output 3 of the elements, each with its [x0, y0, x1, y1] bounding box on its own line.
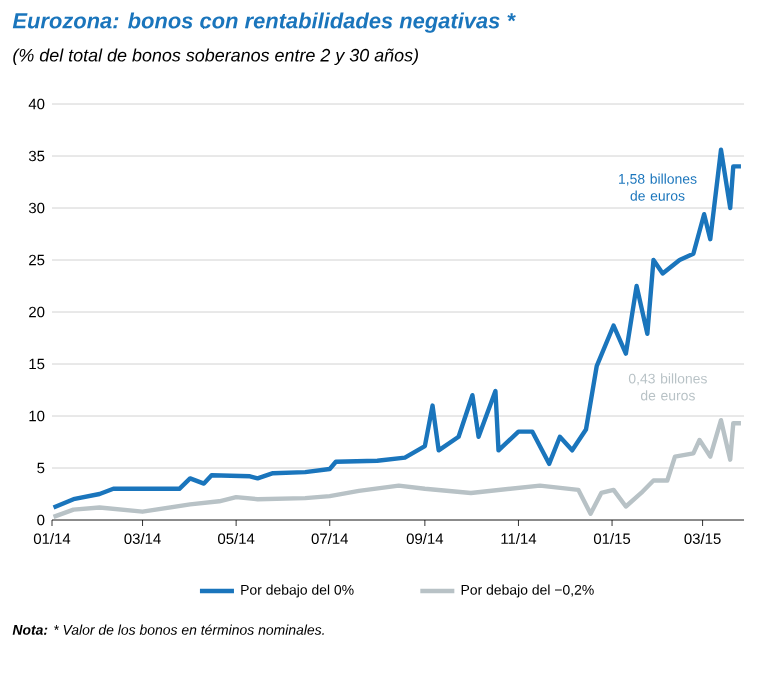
chart-subtitle: (% del total de bonos soberanos entre 2 y 30 años): [13, 48, 418, 66]
chart-title: Eurozona: bonos con rentabilidades negativas *: [12, 12, 516, 33]
line-series: [51, 417, 744, 520]
